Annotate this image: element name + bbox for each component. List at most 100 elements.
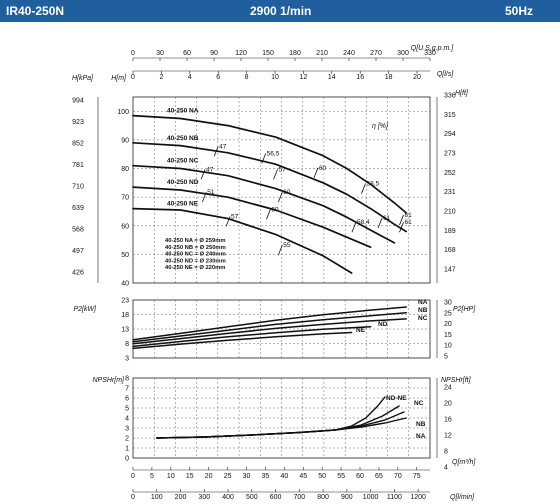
npsh-series-label: ND-NE: [386, 395, 407, 402]
head-y-tick-ft: 336: [444, 93, 456, 100]
efficiency-tick: [277, 244, 283, 256]
head-y-tick-m: 40: [121, 281, 129, 288]
head-ylabel-kpa: H[kPa]: [72, 75, 94, 82]
head-y-tick-ft: 231: [444, 189, 456, 196]
bottom-axis-m3h-tick: 25: [224, 473, 232, 480]
head-series-label: 40-250 NA: [167, 108, 199, 115]
efficiency-tick: [273, 169, 278, 180]
power-ylabel-right: P2[HP]: [453, 306, 476, 313]
bottom-axis-m3h-tick: 30: [243, 473, 251, 480]
head-y-tick-m: 80: [121, 166, 129, 173]
npsh-series-label: NC: [414, 400, 424, 407]
head-y-tick-ft: 252: [444, 170, 456, 177]
efficiency-tick: [277, 192, 283, 203]
bottom-axis-lmin-tick: 1200: [410, 494, 426, 501]
power-y-tick-right: 5: [444, 354, 448, 361]
efficiency-tick: [225, 216, 231, 227]
npsh-y-tick-right: 24: [444, 385, 452, 392]
efficiency-label: 57: [231, 213, 239, 220]
efficiency-label: 60: [319, 165, 327, 172]
head-y-tick-m: 90: [121, 137, 129, 144]
top-axis-gpm-tick: 270: [370, 50, 382, 57]
efficiency-label: 60: [271, 206, 279, 213]
power-y-tick-right: 15: [444, 332, 452, 339]
head-curve-3: [132, 164, 396, 244]
top-axis-gpm-tick: 180: [289, 50, 301, 57]
efficiency-label: 60: [283, 189, 291, 196]
top-axis-ls-tick: 20: [413, 74, 421, 81]
npsh-ylabel-right: NPSHr[ft]: [441, 377, 472, 384]
efficiency-label: 55: [283, 242, 291, 249]
head-series-label: 40-250 ND: [167, 179, 199, 186]
power-series-label: NE: [356, 327, 366, 334]
top-axis-title-gpm: Q[U.S.g.p.m.]: [411, 45, 454, 52]
bottom-axis-m3h-tick: 40: [280, 473, 288, 480]
bottom-axis-m3h-tick: 55: [337, 473, 345, 480]
efficiency-tick: [313, 167, 319, 178]
model-title: IR40-250N: [6, 4, 65, 18]
top-axis-ls-tick: 14: [328, 74, 336, 81]
npsh-y-tick-right: 12: [444, 433, 452, 440]
bottom-axis-m3h-tick: 45: [299, 473, 307, 480]
top-axis-gpm-tick: 330: [424, 50, 436, 57]
bottom-axis-m3h-tick: 20: [205, 473, 213, 480]
npsh-y-tick-left: 3: [125, 426, 129, 433]
head-y-tick-kpa: 426: [72, 270, 84, 277]
head-y-tick-kpa: 710: [72, 184, 84, 191]
head-y-tick-m: 60: [121, 223, 129, 230]
top-axis-gpm-tick: 30: [156, 50, 164, 57]
bottom-axis-m3h-tick: 5: [150, 473, 154, 480]
efficiency-label: 61: [404, 219, 412, 226]
speed-label: 2900 1/min: [250, 4, 312, 18]
head-y-tick-kpa: 852: [72, 141, 84, 148]
power-y-tick-left: 3: [125, 356, 129, 363]
bottom-axis-m3h-tick: 50: [318, 473, 326, 480]
efficiency-tick: [213, 146, 219, 157]
head-y-tick-ft: 294: [444, 131, 456, 138]
npsh-curve-0: [156, 396, 386, 439]
bottom-axis-m3h-tick: 60: [356, 473, 364, 480]
power-y-tick-left: 13: [121, 327, 129, 334]
impeller-diameter: 40-250 ND = Ø 230mm: [165, 258, 226, 264]
top-axis-gpm-tick: 120: [235, 50, 247, 57]
npsh-curve-3: [156, 417, 407, 439]
power-y-tick-right: 25: [444, 310, 452, 317]
npsh-y-tick-right: 16: [444, 417, 452, 424]
efficiency-label: 47: [219, 143, 227, 150]
npsh-y-tick-left: 2: [125, 436, 129, 443]
efficiency-tick: [201, 192, 207, 203]
head-y-tick-ft: 210: [444, 209, 456, 216]
head-y-tick-ft: 315: [444, 112, 456, 119]
top-axis-ls-tick: 4: [188, 74, 192, 81]
npsh-y-tick-left: 8: [125, 376, 129, 383]
bottom-axis-lmin-title: Q[l/min]: [450, 494, 475, 501]
efficiency-label: 56,5: [267, 151, 280, 158]
top-axis-ls-tick: 2: [159, 74, 163, 81]
head-series-label: 40-250 NE: [167, 201, 199, 208]
efficiency-tick: [261, 153, 267, 164]
top-axis-gpm-tick: 240: [343, 50, 355, 57]
power-curve-nc: [132, 318, 407, 345]
efficiency-label: 57: [279, 166, 287, 173]
head-curve-5: [132, 207, 353, 274]
top-axis-ls-tick: 10: [271, 74, 279, 81]
npsh-y-tick-left: 7: [125, 386, 129, 393]
head-series-label: 40-250 NB: [167, 135, 199, 142]
npsh-y-tick-right: 8: [444, 449, 448, 456]
power-ylabel-left: P2[kW]: [73, 306, 97, 313]
head-ylabel-ft: H[ft]: [455, 90, 469, 97]
efficiency-tick: [399, 214, 404, 226]
power-y-tick-right: 20: [444, 321, 452, 328]
head-y-tick-ft: 273: [444, 151, 456, 158]
bottom-axis-lmin-tick: 300: [198, 494, 210, 501]
head-curve-4: [132, 186, 372, 249]
bottom-axis-m3h-title: Q[m³/h]: [452, 459, 476, 466]
top-axis-gpm-tick: 60: [183, 50, 191, 57]
bottom-axis-m3h-tick: 75: [413, 473, 421, 480]
top-axis-gpm-tick: 0: [131, 50, 135, 57]
npsh-y-tick-right: 20: [444, 401, 452, 408]
efficiency-tick: [399, 222, 404, 233]
power-y-tick-left: 8: [125, 341, 129, 348]
power-series-label: NB: [418, 307, 428, 314]
